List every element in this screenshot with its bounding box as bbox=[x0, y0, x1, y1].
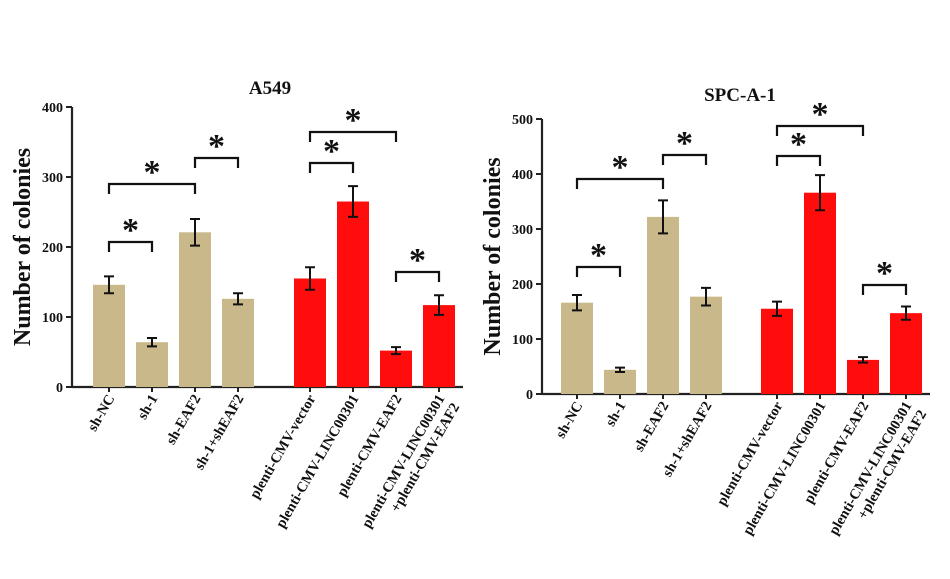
x-tick-label-line: plenti-CMV-LINC00301 bbox=[740, 399, 829, 538]
bar bbox=[761, 308, 793, 394]
bar bbox=[604, 369, 636, 394]
error-bar bbox=[104, 275, 114, 295]
chart-panel-2: SPC-A-1 Number of colonies 0 100 200 300 400 50… bbox=[480, 85, 930, 546]
significance-label: * bbox=[208, 128, 225, 165]
error-bar bbox=[858, 356, 868, 364]
y-tick-label: 0 bbox=[56, 381, 63, 396]
error-bar bbox=[658, 199, 668, 235]
x-tick-label: plenti-CMV-LINC00301 bbox=[740, 399, 829, 538]
significance-bracket bbox=[775, 124, 865, 136]
significance-bracket bbox=[394, 270, 441, 282]
significance-label: * bbox=[790, 126, 807, 163]
significance-label: * bbox=[144, 154, 161, 191]
x-tick-label: sh-1 bbox=[603, 399, 630, 429]
bar bbox=[294, 278, 326, 387]
x-tick-label-line: sh-EAF2 bbox=[163, 392, 204, 447]
bar bbox=[804, 192, 836, 394]
significance-bracket bbox=[861, 283, 908, 295]
chart-title: SPC-A-1 bbox=[704, 85, 776, 106]
x-tick-label-line: sh-EAF2 bbox=[631, 399, 672, 454]
significance-label: * bbox=[676, 125, 693, 162]
significance-bracket bbox=[308, 130, 398, 142]
x-tick-label: sh-NC bbox=[553, 399, 587, 441]
bar bbox=[179, 232, 211, 387]
bar bbox=[690, 296, 722, 394]
error-bar bbox=[147, 337, 157, 348]
error-bar bbox=[391, 346, 401, 356]
significance-label: * bbox=[876, 255, 893, 292]
y-axis-label: Number of colonies bbox=[10, 148, 36, 346]
y-tick-label: 100 bbox=[512, 333, 533, 348]
significance-bracket bbox=[107, 182, 197, 194]
chart-title: A549 bbox=[249, 78, 291, 99]
error-bar bbox=[572, 294, 582, 312]
y-tick-label: 300 bbox=[512, 223, 533, 238]
x-tick-label-line: sh-1 bbox=[603, 399, 630, 429]
error-bar bbox=[901, 305, 911, 321]
error-bar bbox=[348, 185, 358, 218]
y-axis-label: Number of colonies bbox=[480, 157, 506, 355]
y-tick-label: 0 bbox=[526, 388, 533, 403]
significance-label: * bbox=[612, 149, 629, 186]
error-bar bbox=[615, 366, 625, 373]
y-tick-label: 400 bbox=[512, 168, 533, 183]
error-bar bbox=[815, 174, 825, 212]
significance-label: * bbox=[323, 133, 340, 170]
significance-label: * bbox=[122, 212, 139, 249]
significance-bracket bbox=[107, 240, 154, 252]
significance-label: * bbox=[590, 237, 607, 274]
bar bbox=[136, 342, 168, 387]
error-bar bbox=[190, 218, 200, 247]
error-bar bbox=[701, 286, 711, 307]
x-tick-label: plenti-CMV-LINC00301 bbox=[273, 392, 362, 531]
x-tick-label: sh-EAF2 bbox=[631, 399, 672, 454]
y-tick-label: 400 bbox=[42, 101, 63, 116]
x-tick-label: plenti-CMV-LINC00301+plenti-CMV-EAF2 bbox=[359, 392, 463, 539]
bar bbox=[423, 305, 455, 387]
x-tick-label: plenti-CMV-LINC00301+plenti-CMV-EAF2 bbox=[826, 399, 930, 546]
chart-panel-1: A549 Number of colonies 0 100 200 300 400 sh-NC… bbox=[10, 78, 463, 539]
x-tick-label-line: sh-NC bbox=[85, 392, 119, 434]
x-tick-label-line: sh-1 bbox=[135, 392, 162, 422]
y-tick-label: 200 bbox=[512, 278, 533, 293]
significance-bracket bbox=[308, 161, 355, 173]
error-bar bbox=[434, 294, 444, 316]
x-tick-label-line: sh-NC bbox=[553, 399, 587, 441]
x-tick-label: sh-NC bbox=[85, 392, 119, 434]
significance-bracket bbox=[575, 177, 665, 189]
bar bbox=[561, 302, 593, 394]
significance-label: * bbox=[345, 102, 362, 139]
x-tick-label-line: plenti-CMV-LINC00301 bbox=[273, 392, 362, 531]
significance-bracket bbox=[775, 154, 822, 166]
y-tick-label: 100 bbox=[42, 311, 63, 326]
y-tick-label: 200 bbox=[42, 241, 63, 256]
y-tick-label: 300 bbox=[42, 171, 63, 186]
significance-bracket bbox=[193, 156, 240, 168]
y-tick-label: 500 bbox=[512, 113, 533, 128]
bar bbox=[93, 284, 125, 387]
error-bar bbox=[233, 292, 243, 306]
bar bbox=[337, 201, 369, 387]
x-tick-label: sh-1 bbox=[135, 392, 162, 422]
bar bbox=[647, 216, 679, 394]
significance-label: * bbox=[812, 96, 829, 133]
error-bar bbox=[305, 266, 315, 291]
significance-bracket bbox=[575, 265, 622, 277]
significance-label: * bbox=[409, 242, 426, 279]
significance-bracket bbox=[661, 153, 708, 165]
bar bbox=[890, 313, 922, 394]
error-bar bbox=[772, 300, 782, 317]
bar bbox=[847, 359, 879, 394]
bar bbox=[222, 298, 254, 387]
x-tick-label: sh-EAF2 bbox=[163, 392, 204, 447]
bar bbox=[380, 350, 412, 387]
